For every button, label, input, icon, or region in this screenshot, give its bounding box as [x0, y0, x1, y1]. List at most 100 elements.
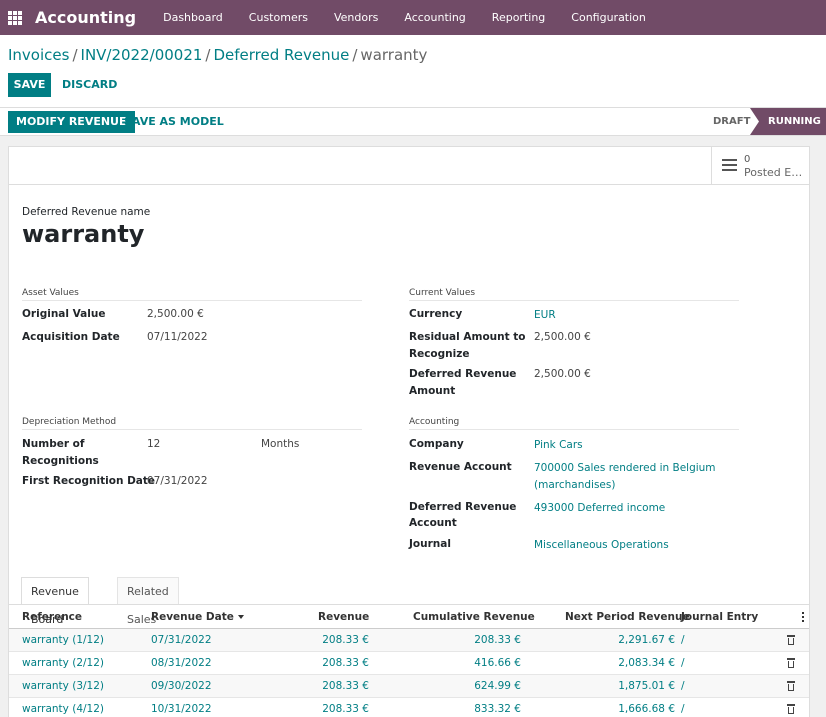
- table-row[interactable]: warranty (2/12) 08/31/2022 208.33 € 416.…: [9, 652, 809, 675]
- group-divider: [409, 429, 739, 430]
- breadcrumb: Invoices / INV/2022/00021/Deferred Revenue…: [8, 46, 427, 64]
- table-row[interactable]: warranty (3/12) 09/30/2022 208.33 € 624.…: [9, 675, 809, 698]
- bars-icon: [722, 159, 737, 171]
- button-box: 0 Posted Entries: [9, 147, 809, 185]
- save-button[interactable]: SAVE: [8, 73, 51, 97]
- cell-next-period-revenue[interactable]: 2,291.67 €: [618, 634, 675, 646]
- cell-cumulative-revenue[interactable]: 416.66 €: [474, 657, 521, 669]
- table-row[interactable]: warranty (4/12) 10/31/2022 208.33 € 833.…: [9, 698, 809, 717]
- breadcrumb-deferred-revenue[interactable]: Deferred Revenue: [213, 46, 350, 64]
- app-title[interactable]: Accounting: [35, 8, 137, 27]
- revenue-account-field-line2[interactable]: (marchandises): [534, 479, 616, 491]
- breadcrumb-separator: /: [205, 46, 211, 64]
- deferred-account-label-line2: Account: [409, 517, 457, 529]
- cell-revenue-date[interactable]: 09/30/2022: [151, 680, 212, 692]
- cell-revenue[interactable]: 208.33 €: [322, 634, 369, 646]
- save-as-model-button[interactable]: SAVE AS MODEL: [124, 115, 224, 128]
- top-navbar: Accounting Dashboard Customers Vendors A…: [0, 0, 826, 35]
- deferred-amount-label-line2: Amount: [409, 385, 456, 397]
- cell-journal-entry[interactable]: /: [681, 657, 685, 669]
- menu-dashboard[interactable]: Dashboard: [163, 11, 223, 24]
- optional-columns-icon[interactable]: [802, 612, 804, 622]
- cell-reference[interactable]: warranty (4/12): [22, 703, 105, 715]
- tab-revenue-board[interactable]: Revenue Board: [21, 577, 89, 626]
- trash-icon[interactable]: [787, 658, 795, 668]
- column-journal-entry[interactable]: Journal Entry: [681, 611, 759, 623]
- cell-next-period-revenue[interactable]: 2,083.34 €: [618, 657, 675, 669]
- company-label: Company: [409, 438, 464, 450]
- table-row[interactable]: warranty (1/12) 07/31/2022 208.33 € 208.…: [9, 629, 809, 652]
- posted-entries-button[interactable]: 0 Posted Entries: [711, 147, 809, 184]
- deferred-account-field[interactable]: 493000 Deferred income: [534, 502, 666, 514]
- group-divider: [22, 429, 362, 430]
- cell-revenue[interactable]: 208.33 €: [322, 657, 369, 669]
- menu-vendors[interactable]: Vendors: [333, 11, 379, 24]
- menu-reporting[interactable]: Reporting: [491, 11, 546, 24]
- cell-cumulative-revenue[interactable]: 624.99 €: [474, 680, 521, 692]
- sort-desc-icon: [237, 615, 244, 619]
- trash-icon[interactable]: [787, 681, 795, 691]
- menu-customers[interactable]: Customers: [248, 11, 308, 24]
- cell-journal-entry[interactable]: /: [681, 634, 685, 646]
- acquisition-date-field[interactable]: 07/11/2022: [147, 331, 208, 343]
- cell-reference[interactable]: warranty (3/12): [22, 680, 105, 692]
- name-label: Deferred Revenue name: [22, 206, 151, 218]
- residual-label-line2: Recognize: [409, 348, 470, 360]
- group-title-depreciation: Depreciation Method: [22, 417, 117, 427]
- recognitions-period-field[interactable]: Months: [261, 438, 300, 450]
- posted-entries-label: Posted Entries: [744, 166, 808, 179]
- residual-amount-field: 2,500.00 €: [534, 331, 591, 343]
- cell-revenue-date[interactable]: 07/31/2022: [151, 634, 212, 646]
- breadcrumb-invoice[interactable]: INV/2022/00021: [80, 46, 203, 64]
- company-field[interactable]: Pink Cars: [534, 439, 583, 451]
- name-field[interactable]: warranty: [22, 220, 145, 248]
- cell-journal-entry[interactable]: /: [681, 680, 685, 692]
- column-cumulative-revenue[interactable]: Cumulative Revenue: [413, 611, 535, 623]
- modify-revenue-button[interactable]: MODIFY REVENUE: [8, 111, 135, 133]
- breadcrumb-separator: /: [72, 46, 78, 64]
- cell-next-period-revenue[interactable]: 1,666.68 €: [618, 703, 675, 715]
- revenue-account-field-line1[interactable]: 700000 Sales rendered in Belgium: [534, 462, 716, 474]
- residual-label-line1: Residual Amount to: [409, 331, 526, 343]
- cell-journal-entry[interactable]: /: [681, 703, 685, 715]
- currency-label: Currency: [409, 308, 463, 320]
- breadcrumb-invoices[interactable]: Invoices: [8, 46, 70, 64]
- cell-revenue-date[interactable]: 08/31/2022: [151, 657, 212, 669]
- tab-related-sales[interactable]: Related Sales: [117, 577, 179, 626]
- first-recognition-date-label: First Recognition Date: [22, 475, 156, 487]
- table-header: Reference Revenue Date Revenue Cumulativ…: [9, 605, 809, 629]
- deferred-account-label-line1: Deferred Revenue: [409, 501, 517, 513]
- journal-field[interactable]: Miscellaneous Operations: [534, 539, 669, 551]
- form-statusbar: MODIFY REVENUE SAVE AS MODEL DRAFT RUNNI…: [0, 108, 826, 136]
- discard-button[interactable]: DISCARD: [62, 78, 118, 91]
- column-revenue[interactable]: Revenue: [318, 611, 370, 623]
- currency-field[interactable]: EUR: [534, 309, 556, 321]
- deferred-amount-field: 2,500.00 €: [534, 368, 591, 380]
- apps-menu-icon[interactable]: [8, 10, 22, 25]
- first-recognition-date-field[interactable]: 07/31/2022: [147, 475, 208, 487]
- menu-accounting[interactable]: Accounting: [404, 11, 466, 24]
- cell-next-period-revenue[interactable]: 1,875.01 €: [618, 680, 675, 692]
- cell-revenue-date[interactable]: 10/31/2022: [151, 703, 212, 715]
- cell-cumulative-revenue[interactable]: 833.32 €: [474, 703, 521, 715]
- group-divider: [22, 300, 362, 301]
- menu-configuration[interactable]: Configuration: [571, 11, 646, 24]
- column-next-period-revenue[interactable]: Next Period Revenue: [565, 611, 690, 623]
- cell-reference[interactable]: warranty (2/12): [22, 657, 105, 669]
- status-draft[interactable]: DRAFT: [713, 116, 751, 127]
- cell-revenue[interactable]: 208.33 €: [322, 703, 369, 715]
- revenue-account-label: Revenue Account: [409, 461, 512, 473]
- trash-icon[interactable]: [787, 704, 795, 714]
- revenue-board-table: Reference Revenue Date Revenue Cumulativ…: [9, 605, 809, 717]
- column-reference[interactable]: Reference: [22, 611, 83, 623]
- status-running[interactable]: RUNNING: [750, 108, 826, 135]
- cell-cumulative-revenue[interactable]: 208.33 €: [474, 634, 521, 646]
- cell-revenue[interactable]: 208.33 €: [322, 680, 369, 692]
- deferred-amount-label-line1: Deferred Revenue: [409, 368, 517, 380]
- original-value-field[interactable]: 2,500.00 €: [147, 308, 204, 320]
- recognitions-number-field[interactable]: 12: [147, 438, 161, 450]
- cell-reference[interactable]: warranty (1/12): [22, 634, 105, 646]
- group-title-accounting: Accounting: [409, 417, 460, 427]
- column-revenue-date[interactable]: Revenue Date: [151, 611, 244, 623]
- trash-icon[interactable]: [787, 635, 795, 645]
